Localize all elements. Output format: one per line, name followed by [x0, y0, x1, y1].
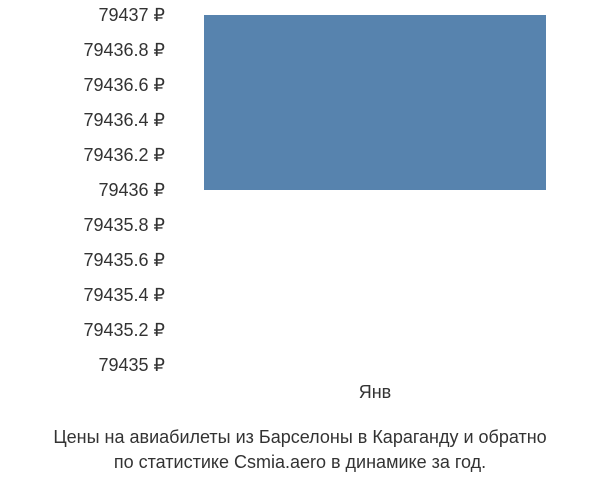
- y-tick-label: 79435.6 ₽: [83, 251, 165, 269]
- y-tick-label: 79436.4 ₽: [83, 111, 165, 129]
- y-tick-label: 79436.8 ₽: [83, 41, 165, 59]
- chart-caption: Цены на авиабилеты из Барселоны в Карага…: [0, 425, 600, 475]
- y-tick-label: 79436.6 ₽: [83, 76, 165, 94]
- y-axis: 79437 ₽ 79436.8 ₽ 79436.6 ₽ 79436.4 ₽ 79…: [0, 10, 175, 370]
- y-tick-label: 79436.2 ₽: [83, 146, 165, 164]
- y-tick-label: 79435 ₽: [98, 356, 165, 374]
- caption-line-2: по статистике Csmia.aero в динамике за г…: [114, 452, 486, 472]
- y-tick-label: 79435.2 ₽: [83, 321, 165, 339]
- y-tick-label: 79437 ₽: [98, 6, 165, 24]
- caption-line-1: Цены на авиабилеты из Барселоны в Карага…: [53, 427, 546, 447]
- x-axis-label: Янв: [185, 382, 565, 403]
- y-tick-label: 79436 ₽: [98, 181, 165, 199]
- plot-area: [185, 15, 565, 365]
- y-tick-label: 79435.4 ₽: [83, 286, 165, 304]
- y-tick-label: 79435.8 ₽: [83, 216, 165, 234]
- bar-jan: [204, 15, 546, 190]
- chart-area: 79437 ₽ 79436.8 ₽ 79436.6 ₽ 79436.4 ₽ 79…: [0, 10, 600, 390]
